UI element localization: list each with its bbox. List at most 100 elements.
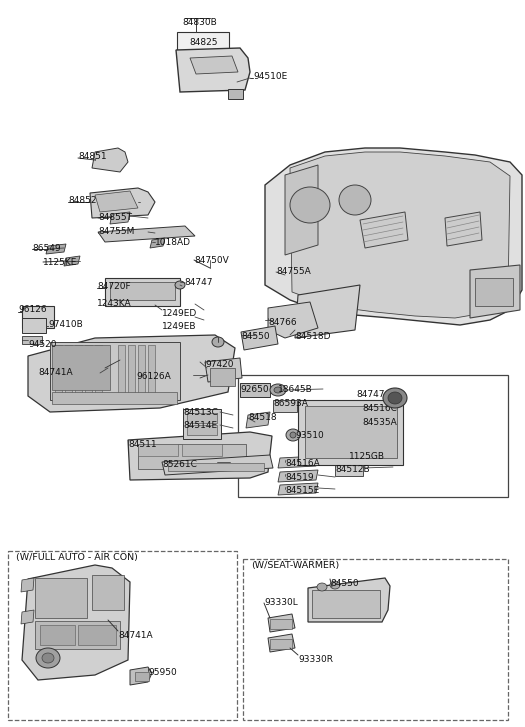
Bar — [177, 32, 229, 50]
Ellipse shape — [330, 581, 340, 589]
Ellipse shape — [290, 432, 296, 438]
Polygon shape — [46, 244, 66, 254]
Bar — [187, 425, 217, 435]
Text: 84516C: 84516C — [362, 404, 397, 413]
Bar — [110, 282, 175, 300]
Bar — [138, 444, 246, 469]
Polygon shape — [150, 238, 165, 248]
Text: 84550: 84550 — [330, 579, 359, 588]
Text: 84755M: 84755M — [98, 227, 134, 236]
Polygon shape — [176, 48, 250, 92]
Bar — [95, 345, 102, 393]
Ellipse shape — [42, 653, 54, 663]
Polygon shape — [95, 191, 138, 212]
Bar — [243, 559, 508, 720]
Text: 94510E: 94510E — [253, 72, 287, 81]
Text: 84830B: 84830B — [183, 18, 217, 27]
Ellipse shape — [36, 648, 60, 668]
Text: 92650: 92650 — [240, 385, 269, 394]
Text: 1249ED: 1249ED — [162, 309, 197, 318]
Text: 84514E: 84514E — [183, 421, 217, 430]
Polygon shape — [246, 412, 270, 428]
Text: 84535A: 84535A — [362, 418, 397, 427]
Ellipse shape — [274, 387, 282, 393]
Text: 95950: 95950 — [148, 668, 177, 677]
Text: 96126A: 96126A — [136, 372, 171, 381]
Polygon shape — [130, 667, 152, 685]
Text: 84851: 84851 — [78, 152, 107, 161]
Polygon shape — [308, 578, 390, 622]
Polygon shape — [98, 226, 195, 242]
Text: 84855T: 84855T — [98, 213, 132, 222]
Text: 93330R: 93330R — [298, 655, 333, 664]
Text: 84516A: 84516A — [285, 459, 320, 468]
Bar — [52, 392, 177, 404]
Text: 84518D: 84518D — [295, 332, 331, 341]
Text: 97420: 97420 — [205, 360, 234, 369]
Bar — [22, 318, 46, 333]
Bar — [105, 278, 180, 306]
Text: 84519: 84519 — [285, 473, 313, 482]
Bar — [273, 400, 297, 412]
Text: 97410B: 97410B — [48, 320, 83, 329]
Polygon shape — [285, 165, 318, 255]
Ellipse shape — [175, 281, 185, 289]
Polygon shape — [445, 212, 482, 246]
Text: 84513C: 84513C — [183, 408, 218, 417]
Polygon shape — [268, 614, 295, 632]
Polygon shape — [278, 456, 318, 468]
Polygon shape — [21, 610, 34, 624]
Ellipse shape — [286, 429, 300, 441]
Polygon shape — [241, 326, 278, 350]
Polygon shape — [268, 302, 318, 338]
Bar — [35, 621, 120, 649]
Text: 93330L: 93330L — [264, 598, 298, 607]
Text: 94520: 94520 — [28, 340, 57, 349]
Text: 86593A: 86593A — [273, 399, 308, 408]
Polygon shape — [295, 285, 360, 338]
Text: (W/FULL AUTO - AIR CON): (W/FULL AUTO - AIR CON) — [16, 553, 138, 562]
Text: 1125KE: 1125KE — [43, 258, 77, 267]
Text: 96126: 96126 — [18, 305, 47, 314]
Bar — [52, 345, 110, 390]
Bar — [65, 345, 72, 393]
Bar — [305, 406, 397, 458]
Text: (W/SEAT-WARMER): (W/SEAT-WARMER) — [251, 561, 339, 570]
Polygon shape — [235, 72, 248, 85]
Polygon shape — [268, 634, 295, 652]
Text: 1018AD: 1018AD — [155, 238, 191, 247]
Text: 1125GB: 1125GB — [349, 452, 385, 461]
Bar — [270, 639, 292, 649]
Text: 85261C: 85261C — [162, 460, 197, 469]
Bar — [128, 345, 135, 393]
Bar — [35, 578, 87, 618]
Bar — [335, 462, 363, 476]
Bar — [228, 89, 243, 99]
Bar — [298, 400, 403, 465]
Ellipse shape — [339, 185, 371, 215]
Text: 84755A: 84755A — [276, 267, 311, 276]
Text: 1243KA: 1243KA — [97, 299, 132, 308]
Text: 84515E: 84515E — [285, 486, 319, 495]
Bar — [168, 463, 264, 471]
Polygon shape — [90, 188, 155, 218]
Polygon shape — [360, 212, 408, 248]
Text: 84511: 84511 — [128, 440, 156, 449]
Bar — [40, 625, 75, 645]
Bar — [270, 619, 292, 629]
Text: 84852: 84852 — [68, 196, 97, 205]
Bar — [312, 590, 380, 618]
Polygon shape — [110, 212, 130, 224]
Bar — [135, 672, 149, 681]
Bar — [8, 551, 237, 720]
Text: 84741A: 84741A — [118, 631, 153, 640]
Polygon shape — [21, 578, 34, 592]
Text: 93510: 93510 — [295, 431, 324, 440]
Polygon shape — [190, 56, 238, 74]
Polygon shape — [28, 335, 235, 412]
Text: 84747: 84747 — [184, 278, 213, 287]
Polygon shape — [162, 455, 273, 475]
Polygon shape — [278, 470, 318, 482]
Polygon shape — [92, 148, 128, 172]
Polygon shape — [278, 483, 318, 495]
